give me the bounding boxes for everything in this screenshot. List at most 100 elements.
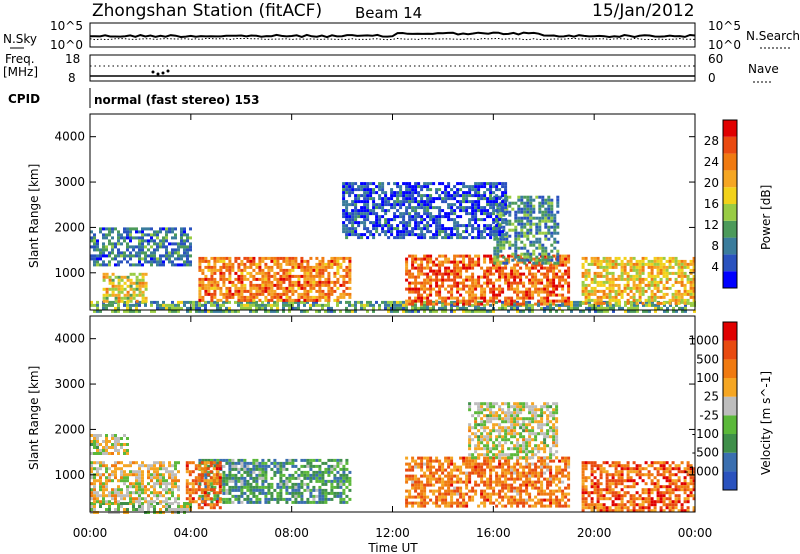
heatmap-cell [351, 303, 354, 307]
heatmap-cell [426, 468, 430, 472]
heatmap-cell [641, 268, 645, 272]
heatmap-cell [351, 182, 355, 186]
heatmap-cell [529, 216, 533, 220]
heatmap-cell [417, 462, 421, 466]
heatmap-cell [538, 252, 542, 256]
heatmap-cell [249, 298, 253, 302]
heatmap-cell [499, 210, 503, 214]
heatmap-cell [285, 467, 289, 471]
heatmap-cell [532, 249, 536, 253]
heatmap-cell [549, 284, 553, 288]
heatmap-cell [501, 218, 505, 222]
heatmap-cell [168, 227, 171, 231]
heatmap-cell [264, 464, 268, 468]
heatmap-cell [435, 284, 439, 288]
heatmap-cell [683, 259, 687, 263]
heatmap-cell [644, 289, 648, 293]
heatmap-cell [674, 289, 678, 293]
heatmap-cell [520, 201, 524, 205]
heatmap-cell [665, 292, 669, 296]
heatmap-cell [378, 185, 382, 189]
heatmap-cell [324, 500, 328, 504]
heatmap-cell [372, 221, 376, 225]
heatmap-cell [261, 488, 265, 492]
heatmap-cell [213, 485, 217, 489]
heatmap-cell [668, 301, 672, 305]
heatmap-cell [237, 298, 241, 302]
heatmap-cell [345, 182, 349, 186]
heatmap-cell [372, 224, 376, 228]
heatmap-cell [354, 200, 358, 204]
heatmap-cell [465, 459, 469, 463]
heatmap-cell [493, 246, 497, 250]
heatmap-cell [222, 277, 226, 281]
heatmap-cell [480, 233, 484, 237]
heatmap-cell [174, 485, 177, 489]
heatmap-cell [507, 254, 511, 258]
heatmap-cell [348, 256, 352, 260]
heatmap-cell [468, 462, 472, 466]
heatmap-cell [147, 248, 150, 252]
heatmap-cell [147, 505, 150, 508]
heatmap-cell [189, 242, 192, 246]
heatmap-cell [653, 277, 657, 281]
heatmap-cell [426, 306, 429, 310]
heatmap-cell [333, 476, 337, 480]
heatmap-cell [632, 265, 636, 269]
heatmap-cell [531, 275, 535, 279]
heatmap-cell [258, 461, 262, 465]
heatmap-cell [114, 491, 117, 495]
heatmap-cell [626, 301, 630, 305]
heatmap-cell [132, 236, 135, 240]
heatmap-cell [532, 243, 536, 247]
colorbar-tick-label: 16 [704, 197, 719, 211]
heatmap-cell [186, 263, 189, 267]
heatmap-cell [526, 222, 530, 226]
heatmap-cell [438, 272, 442, 276]
heatmap-cell [516, 281, 520, 285]
heatmap-cell [327, 298, 331, 302]
heatmap-cell [93, 508, 96, 511]
heatmap-cell [585, 306, 588, 310]
heatmap-cell [360, 233, 364, 237]
heatmap-cell [315, 494, 319, 498]
heatmap-cell [535, 261, 539, 265]
heatmap-cell [183, 230, 186, 234]
heatmap-cell [342, 268, 346, 272]
heatmap-cell [567, 299, 571, 303]
heatmap-cell [330, 464, 334, 468]
heatmap-cell [90, 254, 93, 258]
heatmap-cell [596, 283, 600, 287]
heatmap-cell [438, 188, 442, 192]
heatmap-cell [126, 260, 129, 264]
heatmap-cell [550, 207, 554, 211]
heatmap-cell [447, 206, 451, 210]
heatmap-cell [517, 234, 521, 238]
heatmap-cell [534, 290, 538, 294]
heatmap-cell [237, 303, 240, 307]
heatmap-cell [90, 257, 93, 261]
heatmap-cell [677, 298, 681, 302]
heatmap-cell [363, 233, 367, 237]
heatmap-cell [348, 300, 351, 304]
heatmap-cell [570, 303, 573, 307]
heatmap-cell [204, 292, 208, 296]
heatmap-cell [138, 488, 141, 492]
heatmap-cell [327, 309, 330, 313]
heatmap-cell [496, 258, 500, 262]
heatmap-cell [471, 224, 475, 228]
heatmap-cell [477, 465, 481, 469]
heatmap-cell [498, 233, 502, 237]
heatmap-cell [399, 306, 402, 310]
heatmap-cell [93, 488, 96, 492]
heatmap-cell [453, 260, 457, 264]
heatmap-cell [489, 287, 493, 291]
heatmap-cell [648, 300, 651, 304]
heatmap-cell [465, 191, 469, 195]
heatmap-cell [212, 506, 216, 510]
heatmap-cell [417, 486, 421, 490]
heatmap-cell [117, 239, 120, 243]
heatmap-cell [423, 309, 426, 313]
heatmap-cell [168, 254, 171, 258]
colorbar-swatch [723, 170, 737, 188]
